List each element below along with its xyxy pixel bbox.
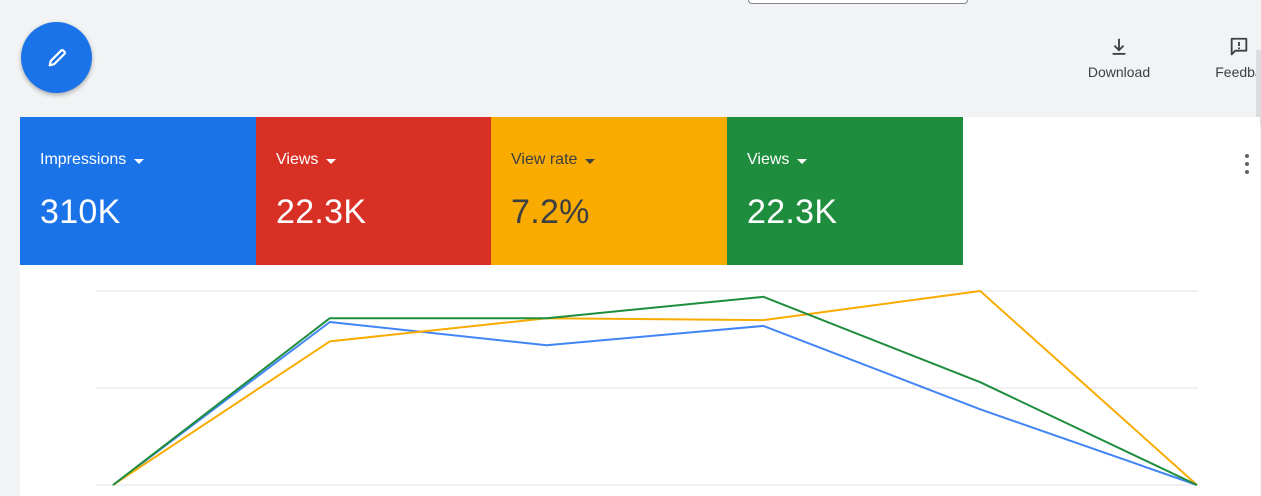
- caret-down-icon: [134, 158, 145, 164]
- metric-tile-view-rate[interactable]: View rate 7.2%: [491, 117, 727, 265]
- edit-fab-button[interactable]: [21, 22, 92, 93]
- metric-value: 22.3K: [747, 193, 838, 231]
- scrollbar-thumb[interactable]: [1256, 50, 1261, 126]
- top-select-outline[interactable]: [748, 0, 968, 4]
- metric-tile-views[interactable]: Views 22.3K: [256, 117, 492, 265]
- feedback-label: Feedba: [1215, 64, 1261, 80]
- series-line-2: [112, 290, 1198, 486]
- download-button[interactable]: Download: [1080, 36, 1158, 80]
- download-label: Download: [1087, 64, 1151, 80]
- metric-value: 22.3K: [276, 193, 367, 231]
- metric-value: 310K: [40, 193, 121, 231]
- metric-tile-views-2[interactable]: Views 22.3K: [727, 117, 963, 265]
- metric-selector-impressions[interactable]: Impressions: [40, 151, 145, 169]
- download-icon: [1112, 38, 1126, 55]
- caret-down-icon: [585, 158, 596, 164]
- feedback-icon: [1230, 37, 1248, 56]
- metric-label: Views: [747, 151, 790, 168]
- metric-tile-impressions[interactable]: Impressions 310K: [20, 117, 256, 265]
- pencil-icon: [48, 48, 66, 66]
- metrics-card: Impressions 310K Views 22.3K View rate 7…: [20, 117, 1260, 496]
- metric-selector-views[interactable]: Views: [276, 151, 337, 169]
- metric-value: 7.2%: [511, 193, 590, 231]
- line-chart: [96, 290, 1198, 486]
- metric-label: Impressions: [40, 151, 127, 168]
- metric-label: Views: [276, 151, 319, 168]
- caret-down-icon: [326, 158, 337, 164]
- metric-label: View rate: [511, 151, 578, 168]
- more-vert-icon[interactable]: [1245, 154, 1249, 174]
- series-line-1: [112, 295, 1198, 486]
- series-line-0: [112, 321, 1198, 486]
- caret-down-icon: [797, 158, 808, 164]
- metric-selector-views-2[interactable]: Views: [747, 151, 808, 169]
- feedback-button[interactable]: Feedba: [1204, 36, 1261, 80]
- metric-selector-view-rate[interactable]: View rate: [511, 151, 596, 169]
